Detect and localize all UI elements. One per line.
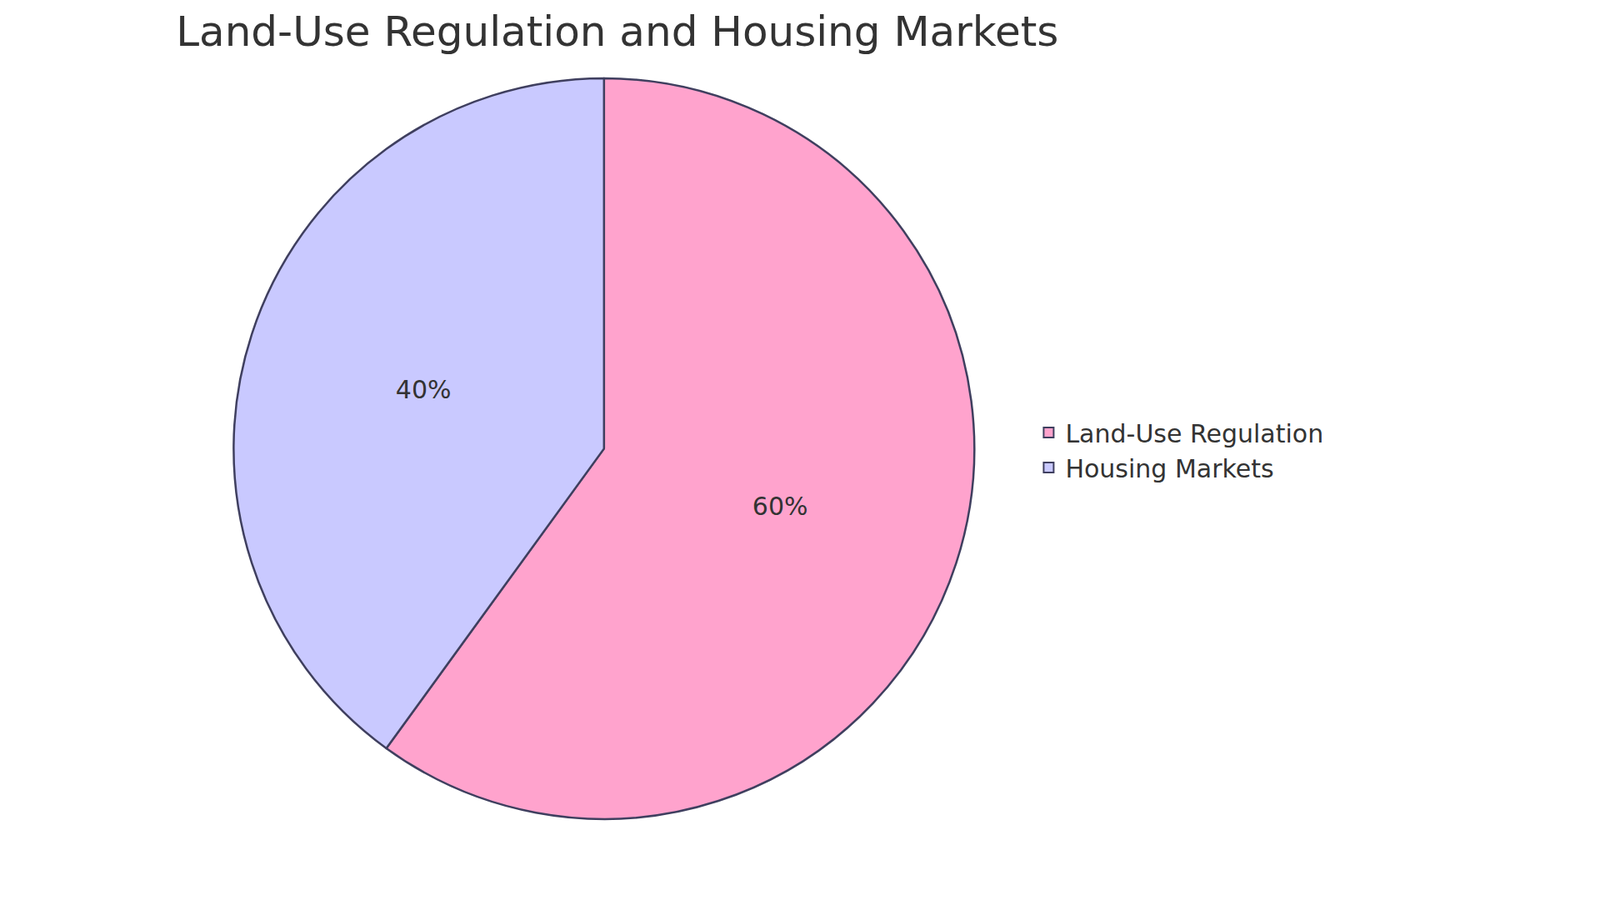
svg-text:40%: 40% (395, 375, 452, 405)
svg-text:Land-Use Regulation and Housin: Land-Use Regulation and Housing Markets (175, 7, 1059, 56)
svg-text:60%: 60% (752, 491, 809, 521)
svg-text:Land-Use Regulation: Land-Use Regulation (1065, 419, 1324, 449)
svg-text:Housing Markets: Housing Markets (1065, 454, 1274, 484)
